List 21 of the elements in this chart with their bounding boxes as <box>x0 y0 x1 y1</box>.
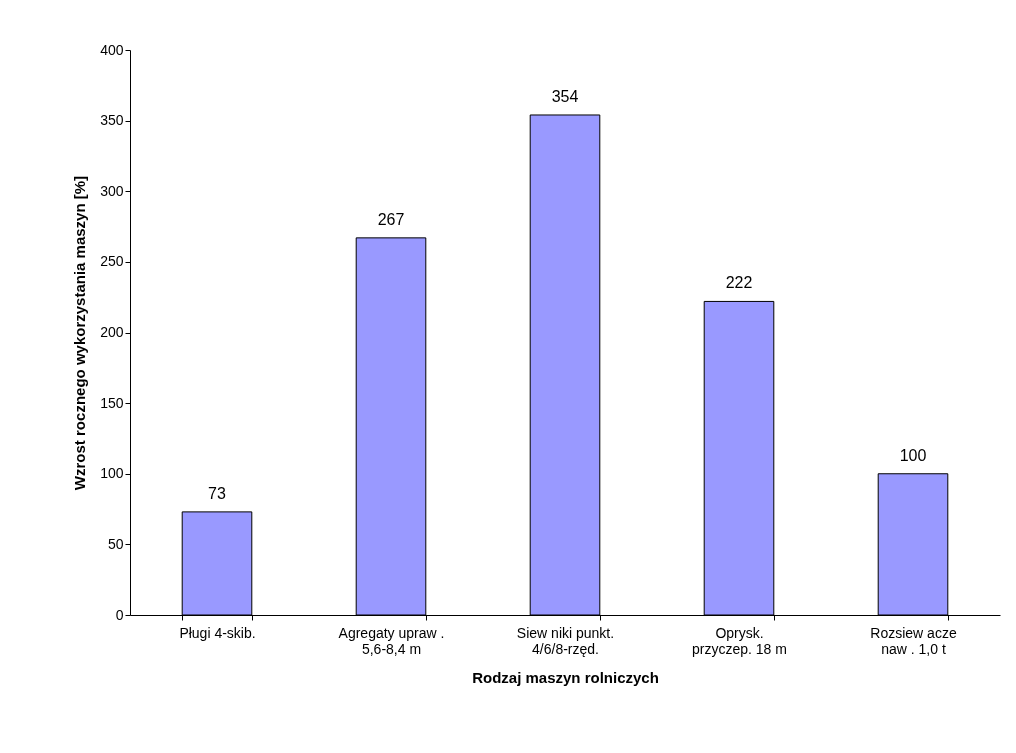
y-tick-label: 150 <box>100 394 124 411</box>
y-tick-label: 0 <box>115 606 124 623</box>
x-axis-title: Rodzaj maszyn rolniczych <box>472 668 659 686</box>
x-tick-label: Agregaty upraw . 5,6-8,4 m <box>338 624 445 657</box>
x-tick-label: Siew niki punkt. 4/6/8-rzęd. <box>516 624 615 657</box>
y-tick-label: 350 <box>100 112 124 129</box>
x-tick-label: Oprysk. przyczep. 18 m <box>692 624 787 657</box>
data-label: 354 <box>551 87 579 105</box>
data-label: 222 <box>725 274 753 292</box>
x-tick-label: Rozsiew acze naw . 1,0 t <box>870 624 957 657</box>
y-tick-label: 250 <box>100 253 124 270</box>
y-axis-title: Wzrost rocznego wykorzystania maszyn [%] <box>71 175 89 491</box>
data-label: 73 <box>208 484 226 502</box>
y-tick-label: 200 <box>100 324 124 340</box>
data-label: 100 <box>899 446 927 464</box>
data-label: 267 <box>377 210 405 228</box>
y-tick-label: 50 <box>107 535 124 552</box>
y-tick-label: 400 <box>100 41 124 58</box>
y-tick-label: 300 <box>100 182 124 199</box>
x-tick-label: Pługi 4-skib. <box>179 624 256 641</box>
y-tick-label: 100 <box>100 465 124 482</box>
